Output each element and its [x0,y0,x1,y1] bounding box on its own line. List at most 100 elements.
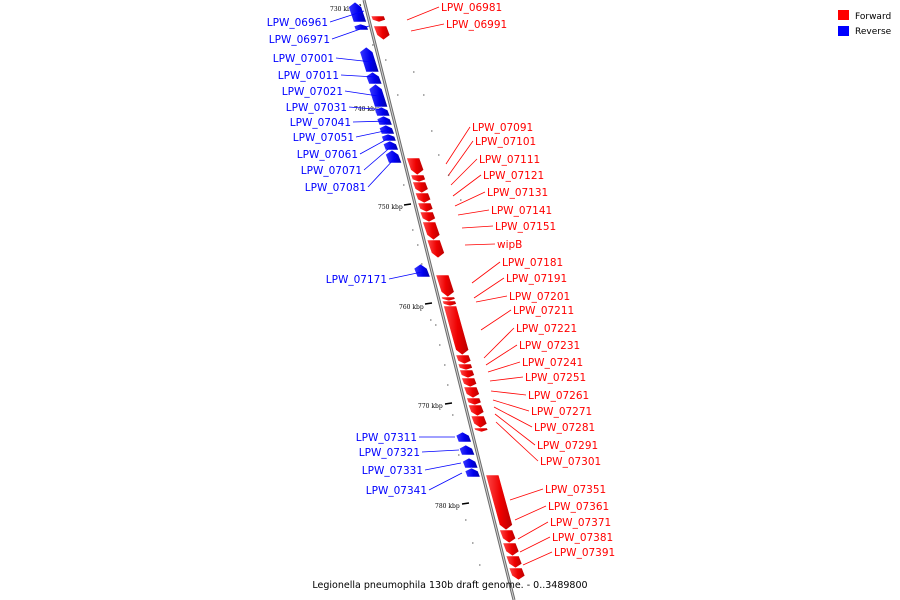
gene-features: LPW_06961 LPW_06971 LPW_07001 LPW_07011 LPW_… [267,1,615,581]
forward-gene-feature[interactable] [461,377,478,388]
forward-gene-label[interactable]: LPW_07201 [509,291,570,303]
forward-gene-label[interactable]: LPW_07211 [513,305,574,317]
forward-gene-label[interactable]: LPW_07351 [545,484,606,496]
reverse-gene-label[interactable]: LPW_07071 [301,165,362,177]
gene-label-leader-line [493,406,533,428]
forward-gene-feature[interactable] [455,354,472,365]
forward-gene-label[interactable]: LPW_07231 [519,340,580,352]
forward-gene-label[interactable]: LPW_07191 [506,273,567,285]
reverse-gene-feature[interactable] [381,133,397,142]
reverse-gene-feature[interactable] [458,444,476,456]
forward-gene-label[interactable]: wipB [497,239,522,251]
forward-gene-feature[interactable] [417,202,434,213]
reverse-gene-label[interactable]: LPW_07001 [273,53,334,65]
forward-gene-feature[interactable] [440,296,456,302]
forward-gene-feature[interactable] [459,369,475,379]
forward-gene-label[interactable]: LPW_07391 [554,547,615,559]
forward-gene-label[interactable]: LPW_07151 [495,221,556,233]
reverse-gene-label[interactable]: LPW_07081 [305,182,366,194]
reverse-gene-feature[interactable] [378,124,395,135]
forward-gene-feature[interactable] [463,386,480,399]
forward-gene-label[interactable]: LPW_07301 [540,456,601,468]
forward-gene-label[interactable]: LPW_07091 [472,122,533,134]
reverse-gene-feature[interactable] [348,1,367,23]
forward-gene-label[interactable]: LPW_07141 [491,205,552,217]
forward-gene-label[interactable]: LPW_07181 [502,257,563,269]
forward-gene-label[interactable]: LPW_07261 [528,390,589,402]
forward-gene-feature[interactable] [406,157,425,176]
forward-gene-feature[interactable] [502,542,520,557]
gene-label-leader-line [355,129,390,138]
reverse-gene-label[interactable]: LPW_07021 [282,86,343,98]
forward-gene-label[interactable]: LPW_07371 [550,517,611,529]
forward-gene-label[interactable]: LPW_07221 [516,323,577,335]
forward-gene-label[interactable]: LPW_06991 [446,19,507,31]
gene-label-leader-line [447,140,474,177]
forward-gene-feature[interactable] [470,415,488,429]
forward-gene-label[interactable]: LPW_07241 [522,357,583,369]
forward-gene-feature[interactable] [414,192,432,204]
forward-gene-feature[interactable] [410,174,426,183]
forward-gene-feature[interactable] [466,397,482,406]
reverse-gene-label[interactable]: LPW_06971 [269,34,330,46]
forward-gene-feature[interactable] [373,25,391,41]
forward-gene-feature[interactable] [426,239,445,259]
reverse-gene-label[interactable]: LPW_07321 [359,447,420,459]
forward-gene-label[interactable]: LPW_07121 [483,170,544,182]
forward-gene-feature[interactable] [419,211,436,223]
forward-gene-label[interactable]: LPW_07291 [537,440,598,452]
gene-label-leader-line [410,23,445,32]
forward-gene-feature[interactable] [505,555,523,569]
forward-gene-feature[interactable] [412,181,429,194]
forward-gene-feature[interactable] [467,404,485,417]
forward-gene-feature[interactable] [508,567,526,581]
reverse-gene-feature[interactable] [382,140,399,151]
forward-gene-label[interactable]: LPW_07111 [479,154,540,166]
forward-gene-label[interactable]: LPW_07281 [534,422,595,434]
forward-gene-feature[interactable] [499,529,517,544]
forward-gene-label[interactable]: LPW_07271 [531,406,592,418]
scale-tick-label: 750 kbp [378,204,403,211]
reverse-gene-label[interactable]: LPW_07061 [297,149,358,161]
forward-gene-label[interactable]: LPW_07101 [475,136,536,148]
forward-gene-label[interactable]: LPW_06981 [441,2,502,14]
reverse-gene-feature[interactable] [413,263,431,278]
forward-gene-feature[interactable] [370,15,386,23]
forward-gene-label[interactable]: LPW_07381 [552,532,613,544]
reverse-gene-feature[interactable] [385,149,403,164]
gene-label-leader-line [461,225,494,229]
forward-gene-label[interactable]: LPW_07361 [548,501,609,513]
forward-gene-feature[interactable] [457,363,473,371]
reverse-gene-label[interactable]: LPW_07331 [362,465,423,477]
reverse-gene-feature[interactable] [462,457,479,469]
reverse-gene-label[interactable]: LPW_07311 [356,432,417,444]
gene-label-leader-line [514,505,547,521]
reverse-gene-feature[interactable] [353,23,369,31]
reverse-gene-label[interactable]: LPW_07011 [278,70,339,82]
forward-gene-feature[interactable] [441,300,457,307]
reverse-gene-feature[interactable] [376,115,393,126]
scale-tick-mark [461,502,470,505]
reverse-gene-label[interactable]: LPW_07051 [293,132,354,144]
forward-gene-feature[interactable] [443,305,470,356]
gene-label-leader-line [428,472,463,491]
reverse-gene-feature[interactable] [464,467,481,478]
reverse-gene-label[interactable]: LPW_07031 [286,102,347,114]
forward-gene-label[interactable]: LPW_07131 [487,187,548,199]
reverse-gene-label[interactable]: LPW_07341 [366,485,427,497]
reverse-gene-feature[interactable] [455,431,472,443]
gene-label-leader-line [522,551,553,566]
forward-gene-feature[interactable] [422,221,441,241]
reverse-gene-label[interactable]: LPW_07171 [326,274,387,286]
reverse-gene-label[interactable]: LPW_06961 [267,17,328,29]
forward-gene-label[interactable]: LPW_07251 [525,372,586,384]
forward-gene-feature[interactable] [435,274,455,298]
gene-label-leader-line [329,10,365,23]
gene-label-leader-line [359,136,392,155]
scale-tick-label: 760 kbp [399,304,424,311]
reverse-gene-label[interactable]: LPW_07041 [290,117,351,129]
gene-label-leader-line [445,126,471,165]
forward-gene-feature[interactable] [485,474,513,531]
reverse-gene-feature[interactable] [365,71,383,85]
forward-gene-feature[interactable] [473,427,489,433]
